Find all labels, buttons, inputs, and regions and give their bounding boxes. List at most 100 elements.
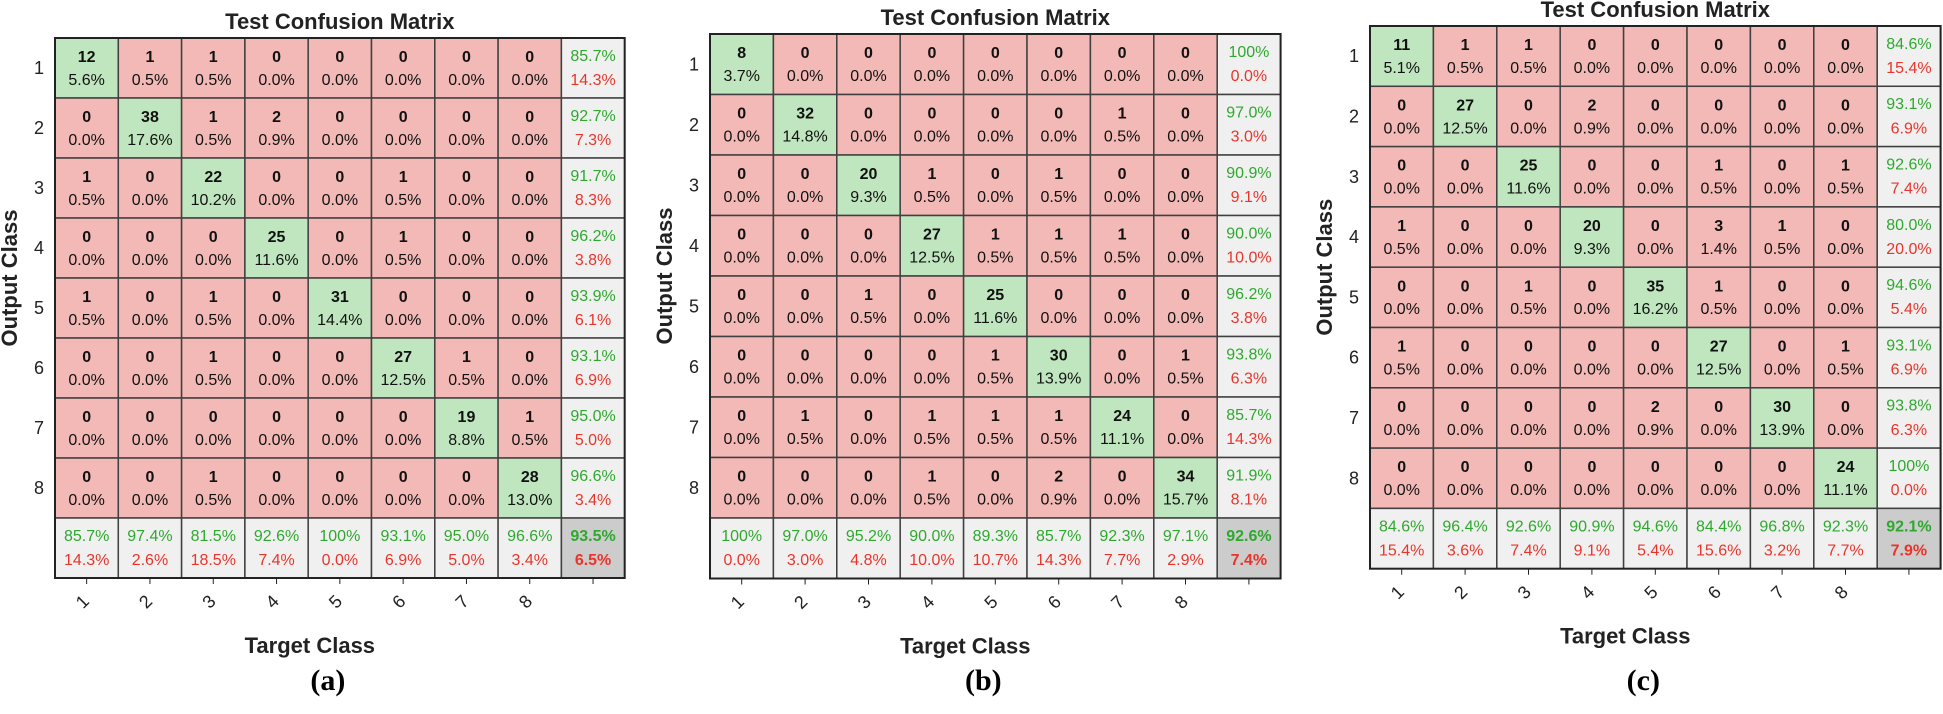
row-error: 5.0%: [575, 432, 611, 449]
cell-percent: 0.0%: [1383, 422, 1419, 439]
cell-count: 27: [1710, 339, 1728, 356]
cell-percent: 11.1%: [1100, 431, 1144, 448]
cell-count: 0: [462, 169, 471, 186]
off-diagonal-cell: [962, 214, 1028, 277]
cell-percent: 0.0%: [1764, 362, 1800, 379]
cell-percent: 0.5%: [1040, 250, 1076, 267]
off-diagonal-cell: [1026, 396, 1092, 459]
row-precision: 93.9%: [570, 288, 615, 305]
cell-percent: 0.0%: [1574, 181, 1610, 198]
cell-count: 0: [1181, 45, 1190, 62]
cell-percent: 10.2%: [191, 192, 236, 209]
col-summary-cell: [1432, 507, 1498, 570]
cell-percent: 0.0%: [512, 72, 548, 89]
cell-percent: 0.5%: [977, 371, 1013, 388]
off-diagonal-cell: [1026, 154, 1092, 217]
cell-count: 28: [521, 469, 539, 486]
cell-percent: 12.5%: [1696, 362, 1741, 379]
off-diagonal-cell: [307, 97, 373, 159]
col-error: 2.9%: [1167, 552, 1203, 569]
cell-count: 0: [399, 409, 408, 426]
diagonal-cell: [307, 277, 373, 339]
cell-count: 0: [272, 49, 281, 66]
cell-percent: 0.0%: [322, 132, 358, 149]
row-precision: 100%: [1888, 458, 1929, 475]
cell-count: 1: [1841, 158, 1850, 175]
x-tick-label: 7: [1107, 592, 1128, 613]
x-tick-label: 2: [790, 592, 811, 613]
off-diagonal-cell: [1369, 326, 1435, 389]
cell-count: 1: [927, 469, 936, 486]
cell-percent: 0.0%: [977, 129, 1013, 146]
cell-percent: 0.0%: [787, 250, 823, 267]
cell-percent: 0.0%: [448, 252, 484, 269]
cell-count: 0: [399, 109, 408, 126]
cell-percent: 11.6%: [254, 252, 298, 269]
cell-count: 0: [399, 289, 408, 306]
cell-percent: 0.0%: [258, 372, 294, 389]
cell-percent: 0.0%: [1700, 482, 1736, 499]
off-diagonal-cell: [180, 337, 246, 399]
col-recall: 100%: [319, 528, 360, 545]
cell-count: 0: [335, 469, 344, 486]
row-precision: 97.0%: [1226, 104, 1271, 121]
cell-percent: 0.9%: [1574, 120, 1610, 137]
cell-percent: 0.0%: [1510, 422, 1546, 439]
x-tick-label: 1: [1387, 582, 1408, 603]
cell-count: 0: [272, 409, 281, 426]
off-diagonal-cell: [54, 277, 120, 339]
off-diagonal-cell: [1153, 275, 1218, 338]
col-recall: 85.7%: [1036, 528, 1081, 545]
col-error: 18.5%: [191, 552, 236, 569]
cell-count: 24: [1113, 408, 1131, 425]
cell-count: 0: [82, 349, 91, 366]
cell-count: 0: [1524, 399, 1533, 416]
cell-count: 0: [1524, 339, 1533, 356]
row-summary-cell: [1216, 456, 1282, 519]
cell-count: 0: [927, 45, 936, 62]
off-diagonal-cell: [1089, 33, 1155, 96]
off-diagonal-cell: [1026, 93, 1092, 156]
off-diagonal-cell: [307, 217, 373, 279]
cell-count: 27: [923, 227, 941, 244]
off-diagonal-cell: [1749, 447, 1815, 510]
row-precision: 93.1%: [1886, 96, 1931, 113]
confusion-matrix-panel: Test Confusion Matrix125.6%10.5%10.5%00.…: [0, 9, 626, 697]
cell-percent: 0.5%: [914, 431, 950, 448]
cell-count: 0: [399, 49, 408, 66]
cell-count: 0: [1651, 459, 1660, 476]
cell-count: 25: [986, 287, 1004, 304]
off-diagonal-cell: [1686, 145, 1752, 208]
cell-percent: 0.0%: [448, 132, 484, 149]
cell-count: 34: [1177, 469, 1195, 486]
cell-percent: 0.0%: [1104, 310, 1140, 327]
off-diagonal-cell: [709, 275, 775, 338]
cell-percent: 0.0%: [850, 492, 886, 509]
cell-count: 0: [1461, 158, 1470, 175]
x-tick-label: 1: [727, 592, 748, 613]
cell-percent: 0.0%: [68, 432, 104, 449]
cell-percent: 0.0%: [322, 372, 358, 389]
cell-count: 0: [462, 229, 471, 246]
off-diagonal-cell: [370, 397, 436, 459]
off-diagonal-cell: [1089, 214, 1155, 277]
cell-count: 1: [1778, 218, 1787, 235]
off-diagonal-cell: [497, 397, 563, 459]
overall-accuracy-cell: [1216, 517, 1282, 580]
cell-count: 0: [801, 469, 810, 486]
cell-percent: 0.0%: [977, 189, 1013, 206]
cell-count: 0: [1397, 459, 1406, 476]
cell-percent: 0.0%: [1383, 120, 1419, 137]
off-diagonal-cell: [1432, 206, 1498, 268]
cell-count: 0: [1651, 218, 1660, 235]
cell-percent: 0.0%: [914, 371, 950, 388]
cell-percent: 0.0%: [1447, 241, 1483, 258]
off-diagonal-cell: [1559, 387, 1625, 449]
row-precision: 100%: [1228, 44, 1269, 61]
x-tick-label: 8: [1171, 592, 1192, 613]
col-error: 15.6%: [1696, 542, 1741, 559]
off-diagonal-cell: [54, 397, 120, 459]
cell-percent: 0.0%: [448, 72, 484, 89]
x-tick-label: 7: [452, 591, 473, 612]
off-diagonal-cell: [244, 157, 309, 219]
